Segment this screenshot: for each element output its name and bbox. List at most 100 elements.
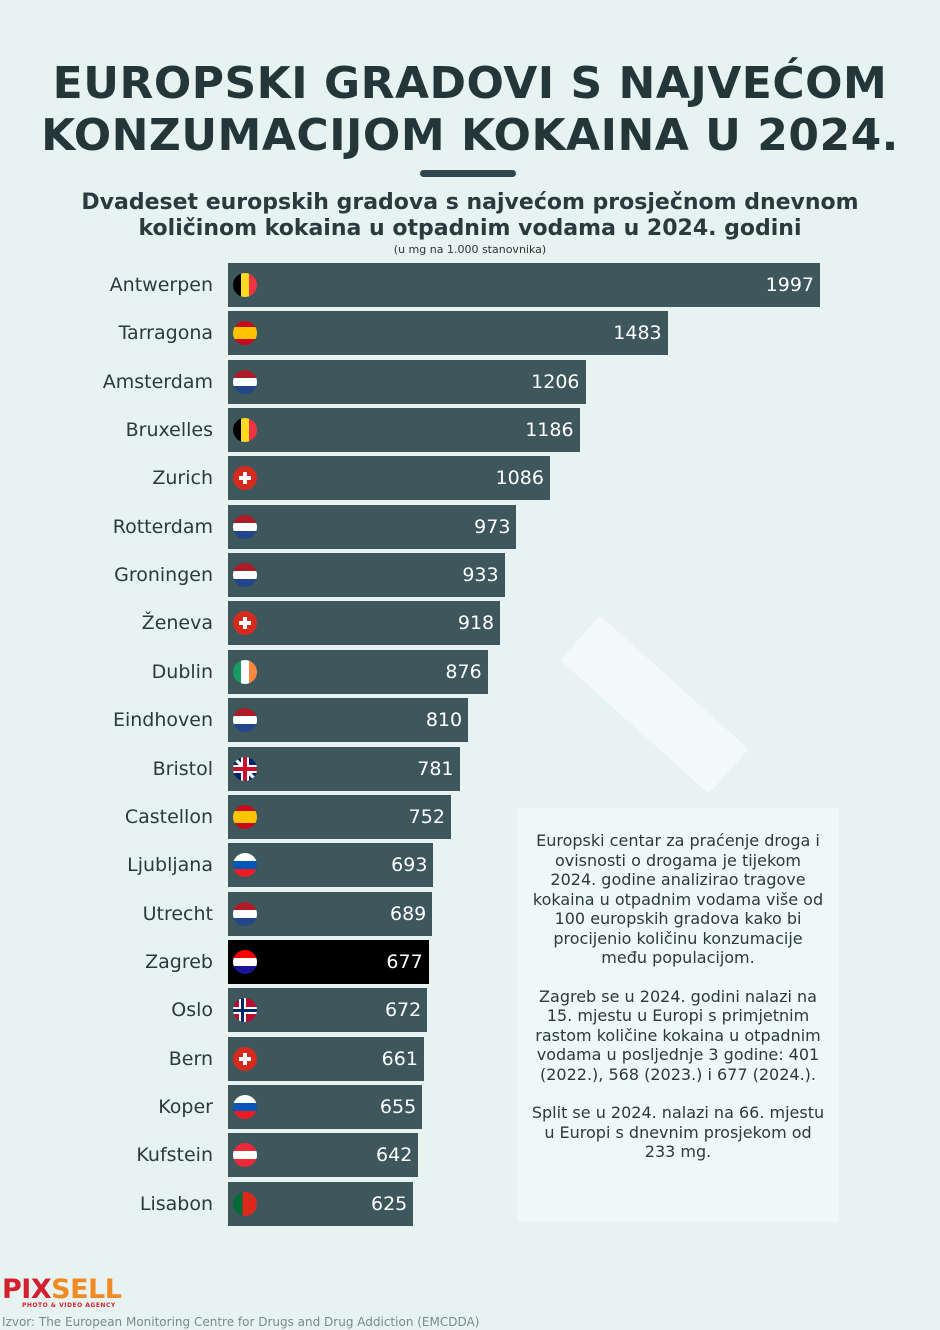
- title-line-1: EUROPSKI GRADOVI S NAJVEĆOM: [52, 58, 888, 109]
- croatia-flag-icon: [233, 949, 257, 974]
- subtitle: Dvadeset europskih gradova s najvećom pr…: [0, 190, 940, 242]
- value-label: 642: [376, 1144, 413, 1167]
- bar: 661: [228, 1036, 424, 1081]
- bar: 693: [228, 843, 434, 888]
- chart-row: Bern 661: [0, 1036, 940, 1081]
- chart-row: Ženeva 918: [0, 601, 940, 646]
- chart-row: Amsterdam 1206: [0, 359, 940, 404]
- bar: 933: [228, 553, 505, 598]
- chart-row: Bruxelles 1186: [0, 408, 940, 453]
- chart-row: Oslo 672: [0, 988, 940, 1033]
- bar: 781: [228, 746, 460, 791]
- source-note: Izvor: The European Monitoring Centre fo…: [2, 1315, 480, 1329]
- bar: 625: [228, 1181, 414, 1226]
- chart-row: Bristol 781: [0, 746, 940, 791]
- title-divider: [420, 170, 516, 177]
- netherlands-flag-icon: [233, 369, 257, 394]
- chart-row: Rotterdam 973: [0, 504, 940, 549]
- switzerland-flag-icon: [233, 1046, 257, 1071]
- uk-flag-icon: [233, 756, 257, 781]
- portugal-flag-icon: [233, 1191, 257, 1216]
- bar: 876: [228, 649, 488, 694]
- value-label: 752: [408, 805, 445, 828]
- category-label: Groningen: [114, 564, 213, 587]
- value-label: 655: [379, 1095, 417, 1118]
- category-label: Zurich: [152, 467, 213, 490]
- bar: 918: [228, 601, 501, 646]
- value-label: 1186: [525, 419, 574, 442]
- chart-row: Groningen 933: [0, 553, 940, 598]
- category-label: Dublin: [151, 660, 213, 683]
- unit-label: (u mg na 1.000 stanovnika): [393, 243, 547, 256]
- value-label: 693: [391, 854, 428, 877]
- spain-flag-icon: [233, 321, 257, 346]
- title-line-2: KONZUMACIJOM KOKAINA U 2024.: [41, 110, 899, 161]
- switzerland-flag-icon: [233, 611, 257, 636]
- value-label: 1483: [613, 322, 662, 345]
- category-label: Bristol: [152, 757, 213, 780]
- chart-row: Antwerpen 1997: [0, 263, 940, 307]
- netherlands-flag-icon: [233, 901, 257, 926]
- bar: 973: [228, 504, 517, 549]
- chart-row: Utrecht 689: [0, 891, 940, 936]
- value-label: 876: [445, 660, 482, 683]
- chart-row: Zurich 1086: [0, 456, 940, 501]
- value-label: 918: [457, 612, 495, 635]
- value-label: 1206: [531, 370, 580, 393]
- info-box: Europski centar za praćenje droga i ovis…: [517, 808, 839, 1222]
- category-label: Rotterdam: [112, 515, 213, 538]
- bar: 1186: [228, 408, 580, 453]
- chart-row: Lisabon 625: [0, 1181, 940, 1226]
- subtitle-line-2: količinom kokaina u otpadnim vodama u 20…: [138, 216, 802, 241]
- slovenia-flag-icon: [233, 1094, 257, 1119]
- pixsell-logo: PIXSELL: [2, 1274, 122, 1305]
- category-label: Ljubljana: [127, 854, 213, 877]
- spain-flag-icon: [233, 804, 257, 829]
- category-label: Tarragona: [118, 322, 213, 345]
- ireland-flag-icon: [233, 659, 257, 684]
- page-title: EUROPSKI GRADOVI S NAJVEĆOM KONZUMACIJOM…: [0, 58, 940, 162]
- info-paragraph-3: Split se u 2024. nalazi na 66. mjestu u …: [531, 1103, 825, 1161]
- value-label: 781: [417, 757, 454, 780]
- value-label: 810: [425, 709, 463, 732]
- category-label: Eindhoven: [112, 709, 213, 732]
- chart-row: Castellon 752: [0, 794, 940, 839]
- bar: 752: [228, 794, 451, 839]
- switzerland-flag-icon: [233, 466, 257, 491]
- netherlands-flag-icon: [233, 708, 257, 733]
- category-label: Kufstein: [136, 1144, 213, 1167]
- category-label: Utrecht: [142, 902, 213, 925]
- value-label: 1086: [495, 467, 544, 490]
- value-label: 672: [384, 999, 422, 1022]
- slovenia-flag-icon: [233, 853, 257, 878]
- chart-row: Dublin 876: [0, 649, 940, 694]
- category-label: Oslo: [171, 999, 213, 1022]
- bar: 677: [228, 939, 429, 984]
- bar: 1483: [228, 311, 668, 356]
- value-label: 933: [462, 564, 499, 587]
- chart-row: Zagreb 677: [0, 939, 940, 984]
- bar: 672: [228, 988, 428, 1033]
- logo-tagline: PHOTO & VIDEO AGENCY: [22, 1302, 116, 1309]
- bar: 810: [228, 698, 469, 743]
- bar: 655: [228, 1084, 423, 1129]
- value-label: 625: [371, 1192, 408, 1215]
- value-label: 973: [474, 515, 511, 538]
- belgium-flag-icon: [233, 273, 257, 297]
- bar: 642: [228, 1133, 419, 1178]
- category-label: Koper: [158, 1095, 213, 1118]
- bar: 1997: [228, 263, 820, 307]
- category-label: Castellon: [124, 805, 213, 828]
- category-label: Bruxelles: [125, 419, 213, 442]
- chart-row: Eindhoven 810: [0, 698, 940, 743]
- subtitle-line-1: Dvadeset europskih gradova s najvećom pr…: [81, 190, 859, 215]
- belgium-flag-icon: [233, 418, 257, 443]
- chart-row: Ljubljana 693: [0, 843, 940, 888]
- bar: 1206: [228, 359, 586, 404]
- chart-row: Kufstein 642: [0, 1133, 940, 1178]
- category-label: Bern: [168, 1047, 213, 1070]
- info-paragraph-2: Zagreb se u 2024. godini nalazi na 15. m…: [535, 986, 821, 1084]
- value-label: 661: [381, 1047, 418, 1070]
- category-label: Ženeva: [141, 612, 213, 635]
